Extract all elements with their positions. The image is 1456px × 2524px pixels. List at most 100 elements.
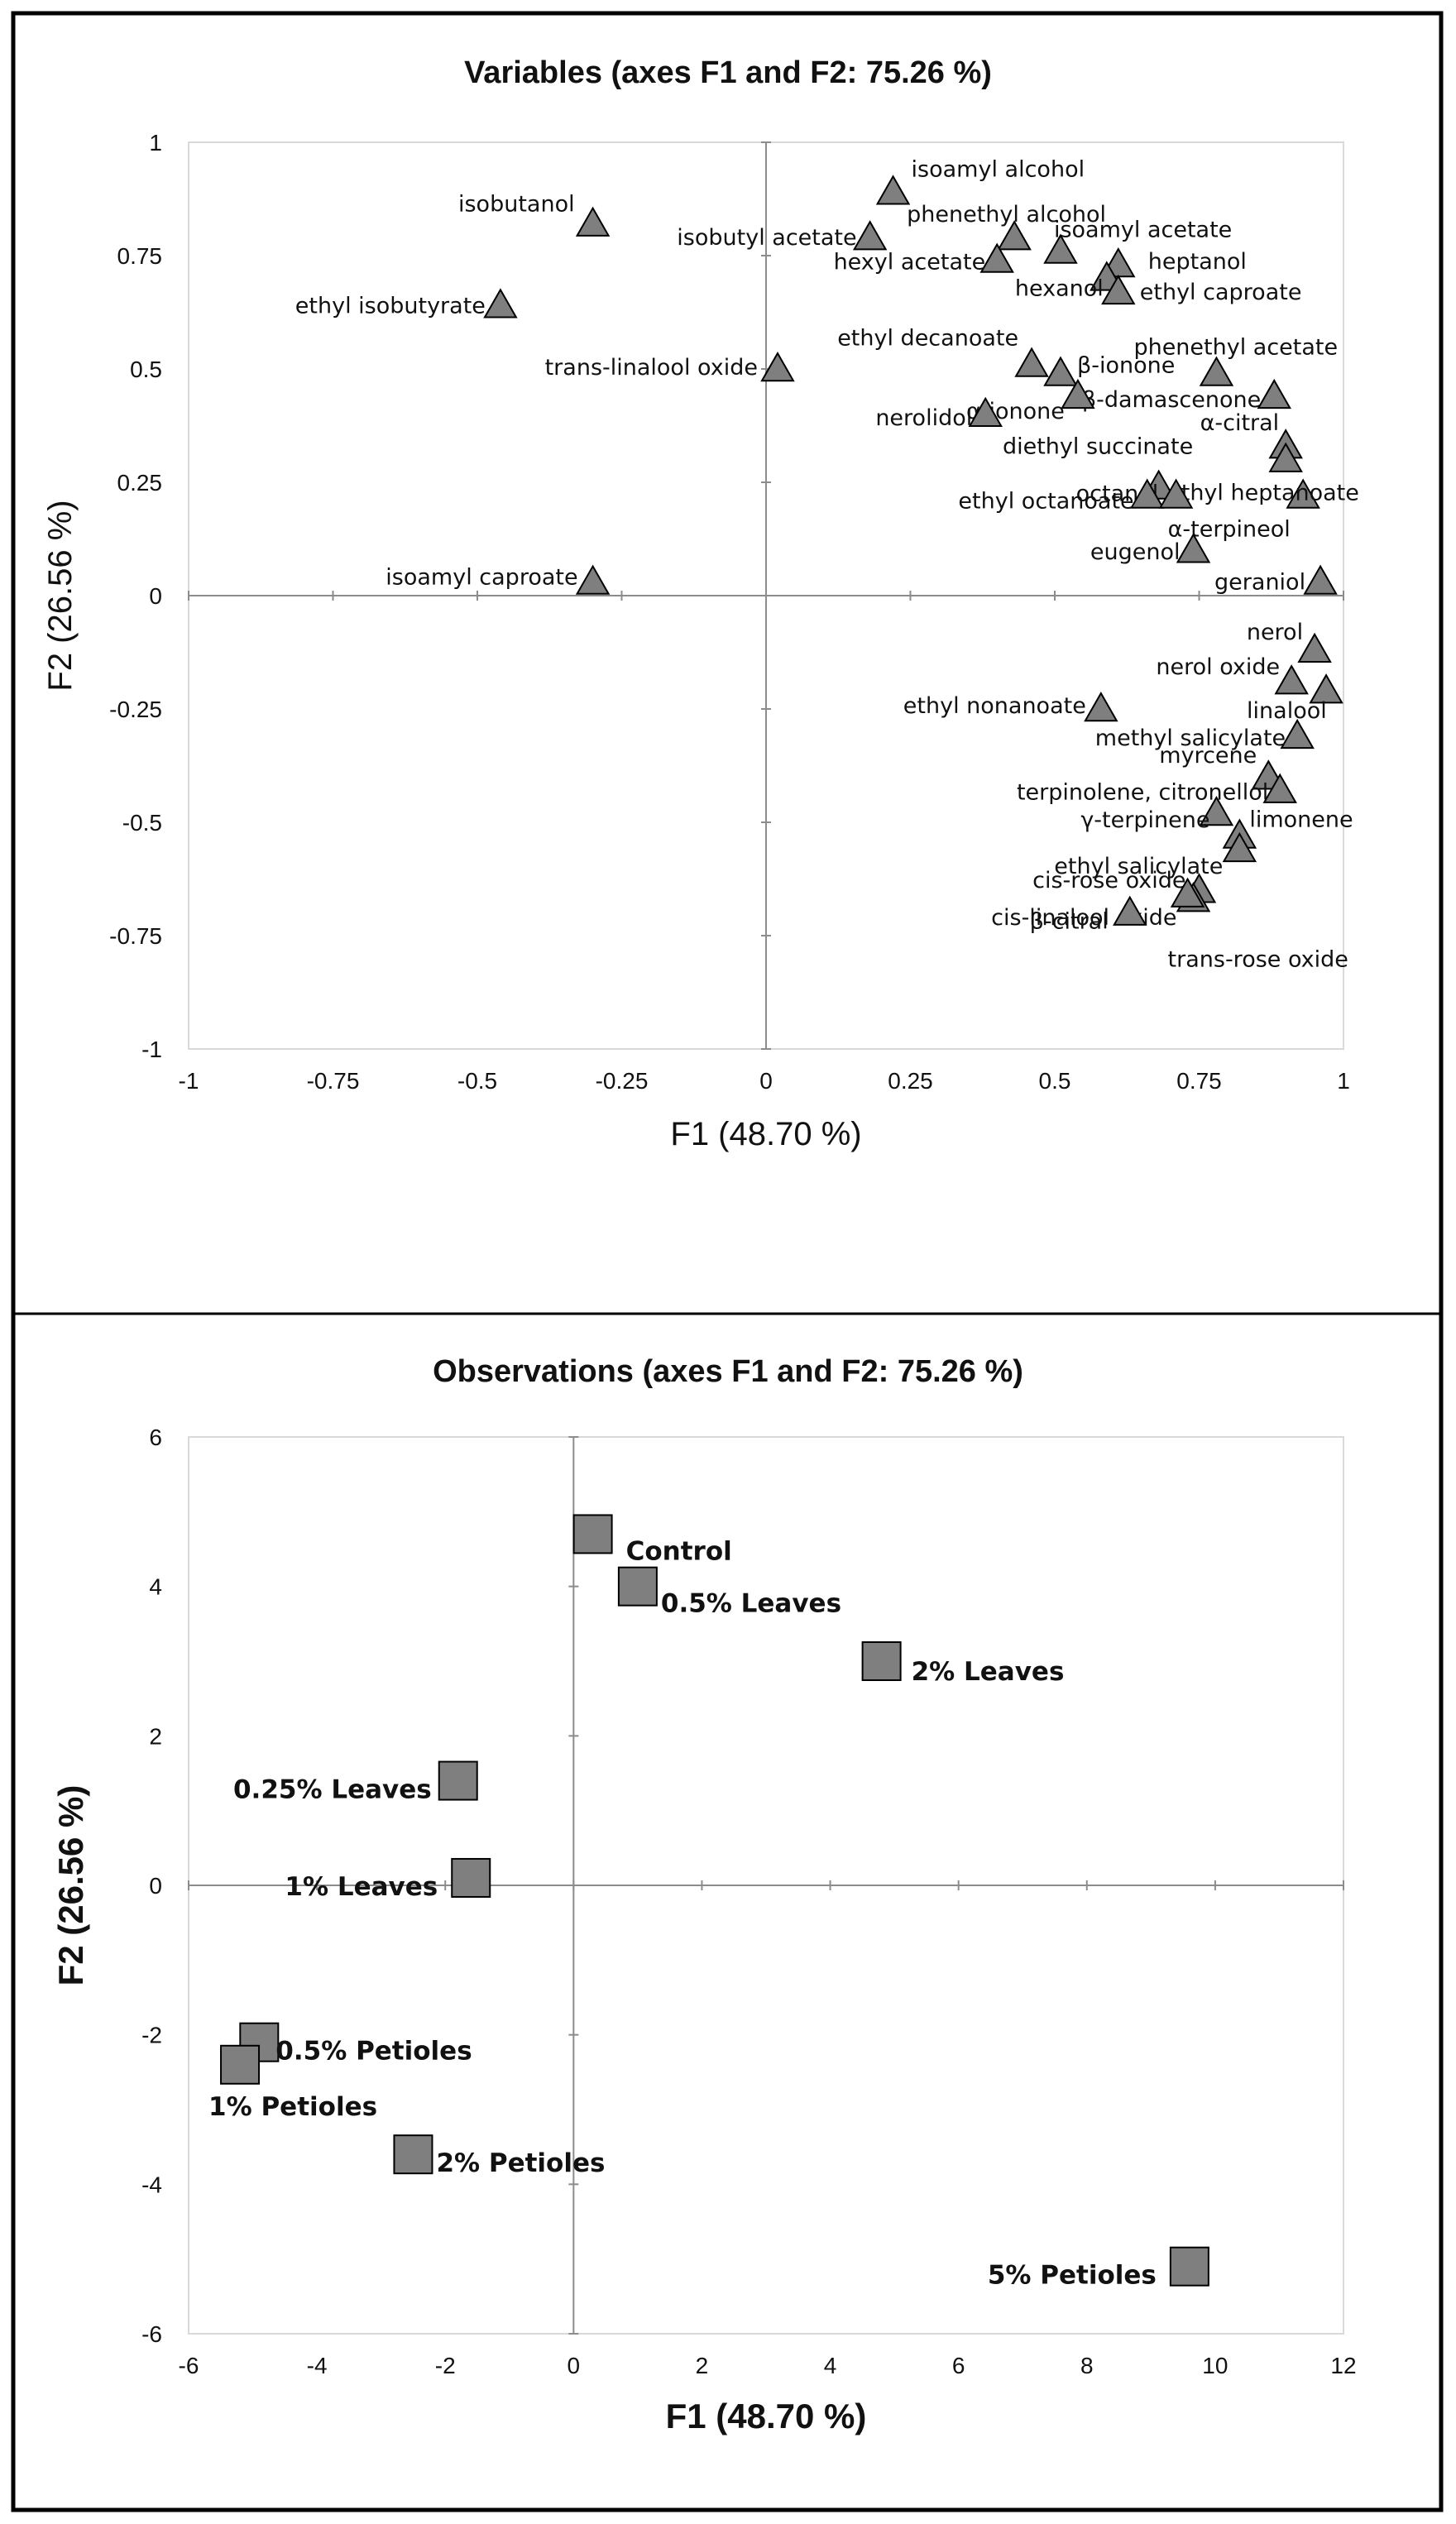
variables-point-label: α-terpineol: [1168, 516, 1291, 542]
variables-point-marker: [1101, 274, 1136, 305]
variables-point-marker: [1262, 773, 1297, 803]
variables-point-label: γ-terpinene: [1080, 807, 1209, 833]
observations-y-tick-label: 4: [149, 1574, 162, 1600]
variables-x-tick-label: 0.5: [1039, 1068, 1071, 1094]
variables-point-label: cis-rose oxide: [1032, 868, 1185, 893]
variables-y-tick-label: -0.25: [109, 697, 162, 722]
observations-point-label: 1% Petioles: [208, 2092, 377, 2122]
variables-point-marker: [979, 242, 1014, 273]
observations-point-label: 0.5% Petioles: [275, 2037, 472, 2067]
variables-point-marker: [1170, 877, 1205, 908]
observations-y-axis-label: F2 (26.56 %): [51, 1785, 90, 1986]
observations-x-tick-label: -4: [307, 2353, 328, 2378]
variables-x-axis-label: F1 (48.70 %): [670, 1116, 861, 1152]
observations-y-tick-label: 2: [149, 1723, 162, 1749]
variables-point-marker: [575, 564, 611, 595]
variables-point-label: isobutanol: [458, 192, 575, 218]
variables-point-label: hexyl acetate: [834, 249, 986, 275]
observations-point-label: 2% Petioles: [436, 2148, 605, 2178]
variables-point-marker: [852, 220, 888, 251]
variables-x-tick-label: -0.75: [307, 1068, 360, 1094]
variables-y-tick-label: -0.5: [122, 810, 162, 836]
variables-point-label: limonene: [1249, 807, 1353, 832]
variables-point-label: phenethyl acetate: [1133, 334, 1338, 360]
variables-point-marker: [1303, 564, 1338, 595]
variables-point-marker: [1257, 378, 1291, 409]
variables-point-label: α-citral: [1200, 410, 1280, 436]
observations-x-tick-label: 8: [1080, 2353, 1094, 2378]
variables-point-label: β-damascenone: [1082, 387, 1261, 413]
variables-point-label: phenethyl alcohol: [907, 202, 1106, 227]
observations-y-tick-label: 0: [149, 1873, 162, 1899]
variables-x-tick-label: -0.25: [596, 1068, 649, 1094]
observations-x-tick-label: 4: [824, 2353, 837, 2378]
variables-x-tick-label: 0.75: [1176, 1068, 1222, 1094]
variables-point-marker: [760, 351, 795, 382]
variables-point-label: isoamyl alcohol: [912, 156, 1085, 182]
variables-y-tick-label: -0.75: [109, 923, 162, 949]
variables-point-marker: [1199, 356, 1234, 386]
variables-point-label: nerol oxide: [1156, 654, 1280, 680]
observations-x-axis-label: F1 (48.70 %): [666, 2397, 867, 2435]
variables-point-marker: [1043, 233, 1078, 264]
variables-point-label: isobutyl acetate: [677, 225, 856, 251]
variables-point-label: ethyl decanoate: [837, 326, 1018, 352]
variables-point-marker: [1084, 691, 1118, 722]
variables-point-marker: [1113, 895, 1147, 926]
variables-y-tick-label: 0.25: [117, 470, 163, 496]
variables-chart-title: Variables (axes F1 and F2: 75.26 %): [464, 55, 992, 90]
variables-point-marker: [1297, 632, 1332, 663]
variables-y-tick-label: 0.5: [130, 357, 162, 382]
variables-point-label: heptanol: [1148, 249, 1247, 275]
observations-point-label: 2% Leaves: [912, 1657, 1065, 1687]
variables-point-marker: [483, 288, 518, 318]
variables-y-tick-label: 1: [149, 130, 162, 156]
variables-point-label: isoamyl acetate: [1054, 218, 1232, 243]
variables-x-tick-label: 0.25: [888, 1068, 933, 1094]
variables-point-label: ethyl octanoate: [958, 488, 1133, 514]
variables-x-tick-label: 1: [1337, 1068, 1350, 1094]
observations-x-tick-label: 2: [696, 2353, 709, 2378]
variables-point-label: geraniol: [1214, 570, 1305, 596]
variables-point-marker: [1014, 347, 1049, 377]
observations-x-tick-label: 6: [952, 2353, 965, 2378]
observations-point-label: Control: [626, 1536, 732, 1566]
observations-point-label: 0.5% Leaves: [661, 1589, 841, 1619]
variables-point-label: terpinolene, citronellol: [1017, 780, 1268, 806]
observations-x-tick-label: 0: [568, 2353, 581, 2378]
variables-point-label: isoamyl caproate: [386, 565, 577, 591]
variables-panel: -1 -0.75 -0.5 -0.25 0 0.25 0.5 0.75 1 -1 -0.75 -0.5…: [42, 55, 1359, 1152]
variables-point-marker: [997, 220, 1032, 251]
observations-panel: -6 -4 -2 0 2 4 6 8 10 12 -6 -4 -2 0 2 4 6 Observations (a…: [51, 1354, 1357, 2435]
variables-point-label: trans-linalool oxide: [545, 355, 758, 381]
variables-point-marker: [1280, 718, 1315, 750]
variables-point-label: nerol: [1247, 620, 1303, 645]
variables-point-label: hexanol: [1015, 275, 1104, 301]
variables-point-marker: [968, 396, 1003, 428]
variables-point-label: eugenol: [1090, 539, 1181, 565]
observations-point-marker: [617, 1566, 658, 1607]
variables-point-marker: [1309, 673, 1343, 704]
variables-point-label: myrcene: [1159, 743, 1257, 769]
figure-frame: [11, 11, 1444, 2512]
variables-point-label: β-ionone: [1077, 352, 1175, 378]
variables-point-marker: [1061, 378, 1095, 409]
variables-point-marker: [1199, 796, 1234, 826]
observations-x-tick-label: -6: [179, 2353, 199, 2378]
observations-point-marker: [393, 2134, 433, 2175]
observations-point-marker: [572, 1514, 613, 1554]
observations-point-label: 0.25% Leaves: [233, 1775, 432, 1805]
variables-y-tick-label: 0: [149, 583, 162, 609]
variables-point-label: ethyl isobutyrate: [295, 293, 486, 318]
observations-y-tick-label: -4: [141, 2172, 162, 2197]
variables-point-label: ethyl nonanoate: [903, 693, 1086, 719]
variables-point-marker: [1129, 478, 1165, 509]
variables-x-tick-label: 0: [759, 1068, 773, 1094]
observations-point-marker: [451, 1857, 491, 1898]
observations-x-tick-label: 10: [1202, 2353, 1228, 2378]
observations-x-tick-label: 12: [1330, 2353, 1356, 2378]
variables-point-marker: [1274, 664, 1309, 695]
variables-point-label: methyl salicylate: [1095, 726, 1286, 751]
variables-point-label: trans-rose oxide: [1168, 947, 1348, 973]
